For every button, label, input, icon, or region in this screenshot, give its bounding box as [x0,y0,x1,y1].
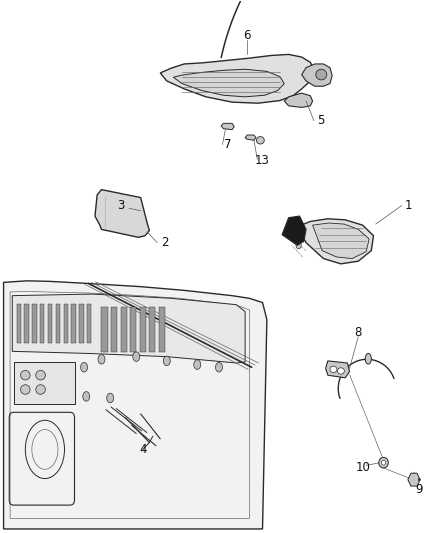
Ellipse shape [296,242,301,249]
Text: 3: 3 [117,199,125,212]
Polygon shape [284,93,313,108]
Bar [32,304,37,343]
Ellipse shape [379,457,389,468]
Polygon shape [173,69,284,97]
Ellipse shape [194,360,201,369]
Polygon shape [12,294,245,363]
Bar [64,304,68,343]
Bar [149,308,155,352]
Ellipse shape [83,392,90,401]
Ellipse shape [133,352,140,361]
Text: 7: 7 [224,138,231,151]
Text: 8: 8 [355,326,362,340]
Polygon shape [221,123,234,130]
Text: 6: 6 [244,29,251,42]
Ellipse shape [215,362,223,372]
Polygon shape [302,64,332,86]
Ellipse shape [107,393,114,403]
Polygon shape [297,219,374,264]
Polygon shape [95,190,149,237]
Bar [87,304,92,343]
Bar [111,308,117,352]
Polygon shape [245,135,256,140]
Polygon shape [14,362,75,405]
Text: 2: 2 [161,236,168,249]
Ellipse shape [163,356,170,366]
Text: 1: 1 [405,199,412,212]
Bar [40,304,45,343]
Ellipse shape [381,461,386,465]
Polygon shape [160,54,315,103]
Text: 13: 13 [255,154,270,167]
Polygon shape [4,281,267,529]
Ellipse shape [21,385,30,394]
Ellipse shape [365,353,371,364]
Bar [79,304,84,343]
Ellipse shape [81,362,88,372]
Text: 5: 5 [318,114,325,127]
Bar [56,304,60,343]
Ellipse shape [316,69,327,80]
Text: 10: 10 [355,462,370,474]
Bar [140,308,146,352]
Text: 9: 9 [416,483,423,496]
Ellipse shape [288,225,293,232]
Text: 4: 4 [139,443,147,456]
Ellipse shape [330,366,337,373]
Ellipse shape [98,354,105,364]
Bar [102,308,108,352]
Bar [25,304,29,343]
Ellipse shape [256,136,264,144]
Polygon shape [282,216,306,245]
Ellipse shape [337,368,344,374]
Bar [120,308,127,352]
Bar [159,308,165,352]
Bar [17,304,21,343]
Polygon shape [313,223,369,259]
Ellipse shape [36,385,46,394]
Bar [130,308,136,352]
Ellipse shape [291,234,297,241]
Ellipse shape [36,370,46,380]
Ellipse shape [418,478,420,481]
Ellipse shape [21,370,30,380]
Polygon shape [325,361,350,378]
Polygon shape [408,473,420,486]
Bar [48,304,52,343]
Bar [71,304,76,343]
